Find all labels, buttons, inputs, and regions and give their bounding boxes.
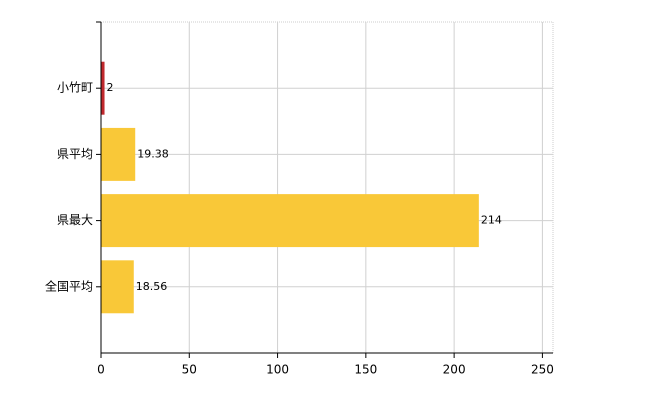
bar [101, 127, 136, 181]
y-tick-label: 小竹町 [57, 81, 93, 95]
x-tick-label: 100 [266, 363, 289, 377]
data-label: 19.38 [137, 147, 169, 160]
y-tick-label: 県平均 [57, 147, 93, 161]
bar [101, 194, 479, 248]
data-label: 2 [107, 81, 114, 94]
x-tick-label: 150 [354, 363, 377, 377]
x-tick-label: 200 [443, 363, 466, 377]
bar [101, 61, 105, 115]
data-label: 18.56 [136, 280, 168, 293]
x-tick-label: 0 [97, 363, 105, 377]
bar [101, 260, 134, 314]
x-tick-label: 250 [531, 363, 554, 377]
y-tick-label: 県最大 [57, 213, 93, 227]
data-label: 214 [481, 214, 502, 227]
y-tick-label: 全国平均 [45, 278, 93, 293]
x-tick-label: 50 [182, 363, 197, 377]
